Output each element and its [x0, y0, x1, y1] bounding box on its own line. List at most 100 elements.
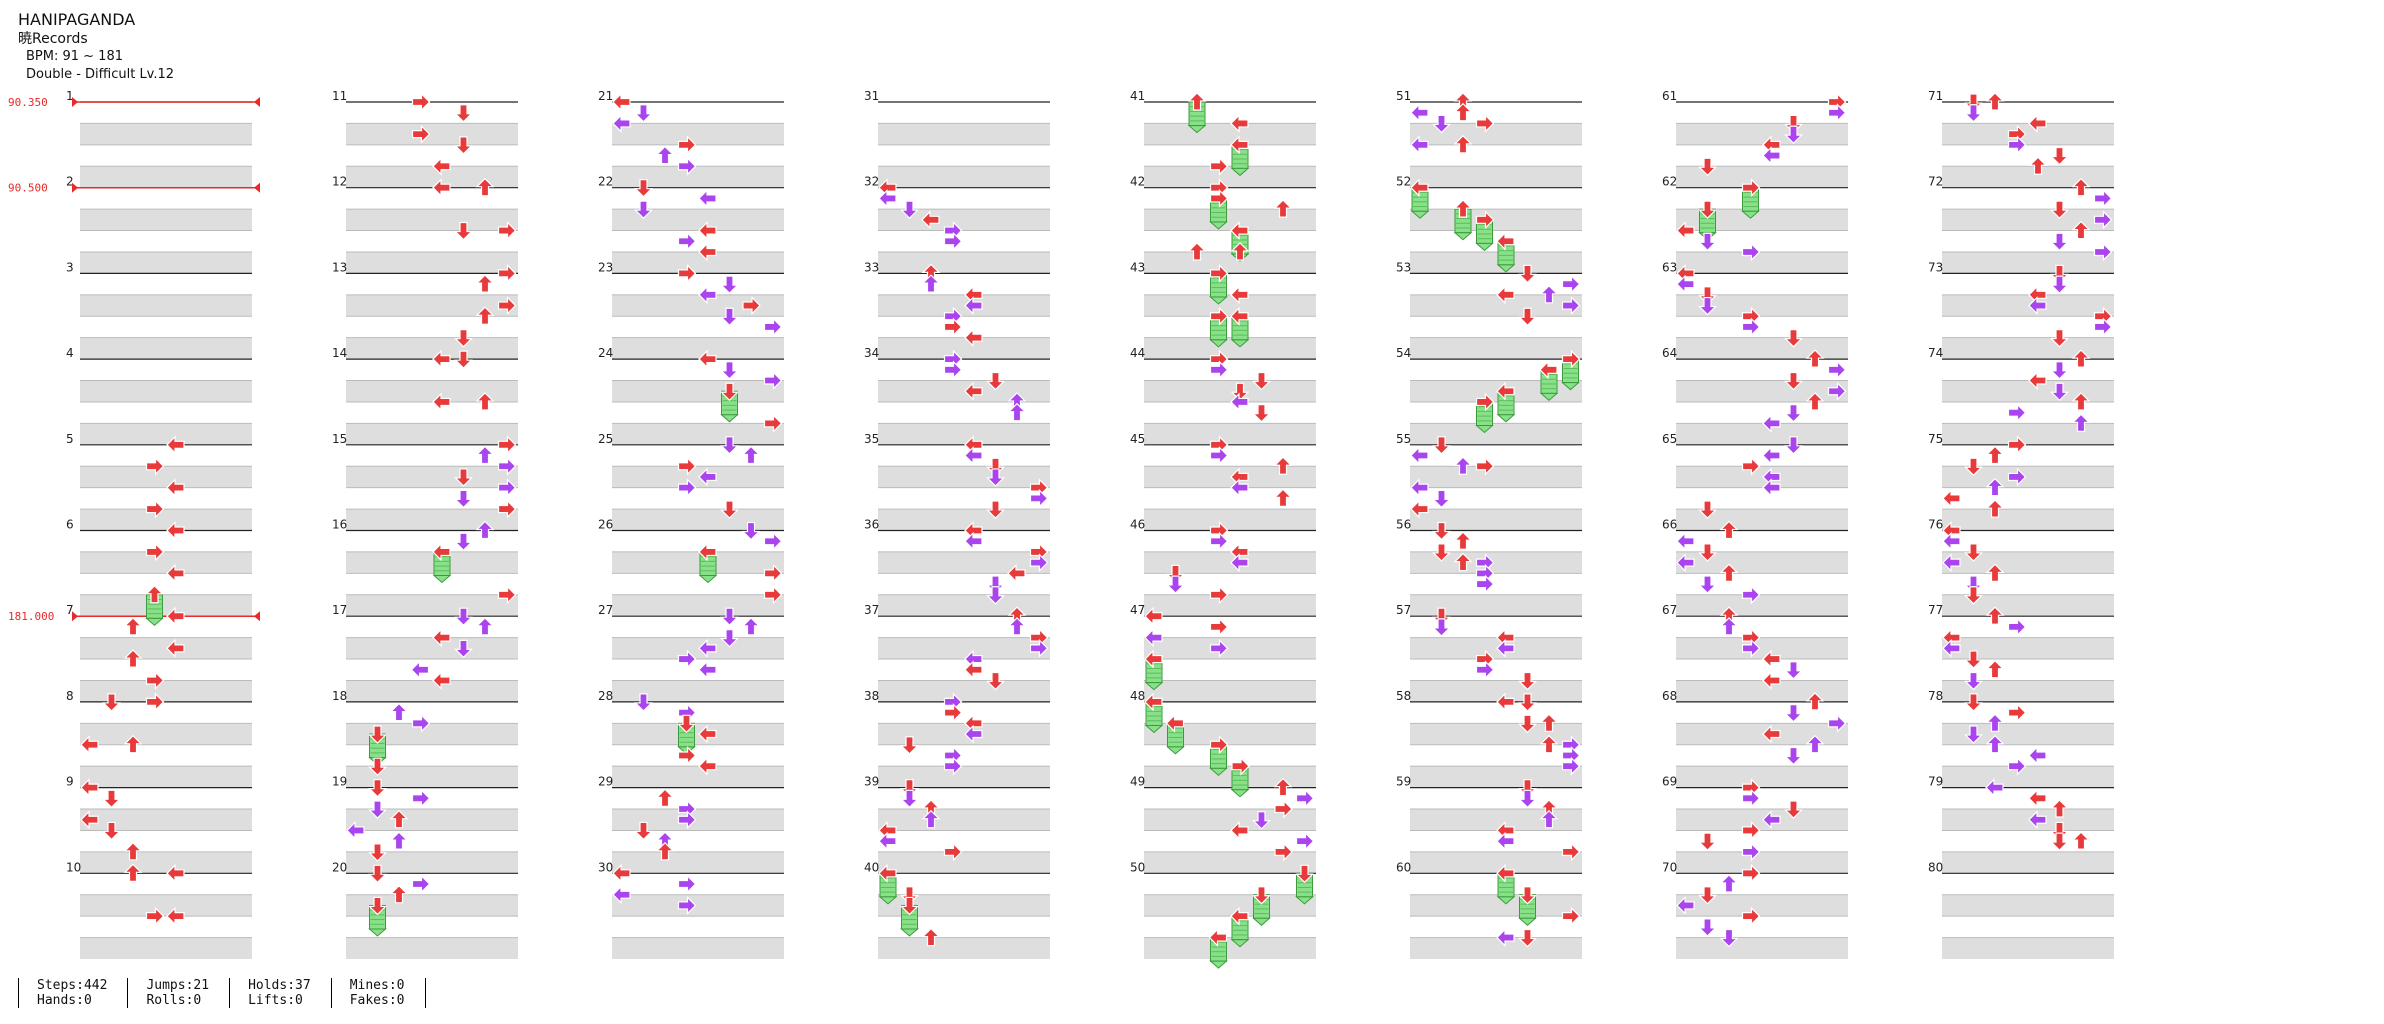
arrow-note-down-icon — [1964, 725, 1983, 744]
arrow-note-left-icon — [1208, 928, 1228, 948]
beat-row-shade — [1144, 637, 1316, 660]
beat-row-shade — [346, 423, 518, 445]
arrow-shape — [454, 468, 473, 487]
measure-number: 61 — [1662, 89, 1677, 103]
arrow-note-down-icon — [102, 789, 121, 809]
beat-row-shade — [1942, 551, 2114, 574]
arrow-note-down-icon — [1698, 200, 1717, 219]
arrow-note-left-icon — [1539, 360, 1558, 380]
arrow-shape — [2007, 135, 2027, 155]
arrow-shape — [1561, 274, 1581, 294]
arrow-shape — [145, 456, 165, 476]
arrow-note-down-icon — [1964, 671, 1983, 691]
arrow-note-down-icon — [720, 607, 739, 627]
arrow-shape — [432, 392, 451, 412]
arrow-shape — [1784, 436, 1803, 455]
arrow-shape — [368, 864, 387, 884]
arrow-note-down-icon — [454, 639, 473, 659]
measure-number: 20 — [332, 860, 347, 874]
arrow-note-left-icon — [1762, 446, 1781, 465]
arrow-note-up-icon — [1453, 135, 1473, 154]
beat-row-shade — [878, 423, 1050, 445]
arrow-shape — [1741, 242, 1761, 262]
arrow-note-right-icon — [1209, 531, 1229, 551]
arrow-shape — [1144, 692, 1163, 712]
measure-number: 56 — [1396, 518, 1411, 532]
arrow-note-left-icon — [1230, 306, 1249, 326]
arrow-shape — [1985, 659, 2005, 679]
arrow-shape — [411, 874, 431, 894]
arrow-shape — [763, 531, 783, 551]
arrow-shape — [1230, 306, 1249, 326]
arrow-note-left-icon — [1230, 478, 1249, 498]
arrow-note-left-icon — [921, 210, 940, 230]
arrow-note-left-icon — [1410, 446, 1429, 465]
measure-number: 79 — [1928, 775, 1943, 789]
measure-number: 52 — [1396, 175, 1411, 189]
arrow-shape — [698, 221, 717, 240]
arrow-shape — [497, 263, 517, 283]
arrow-note-right-icon — [1295, 831, 1315, 851]
beat-row-shade — [80, 294, 252, 317]
arrow-note-left-icon — [698, 660, 717, 680]
arrow-shape — [1518, 307, 1537, 327]
hold-end — [432, 574, 452, 584]
arrow-shape — [677, 714, 696, 734]
arrow-shape — [1496, 863, 1515, 883]
arrow-note-left-icon — [1144, 692, 1163, 712]
arrow-note-right-icon — [497, 221, 517, 240]
arrow-shape — [1252, 886, 1271, 905]
arrow-note-up-icon — [475, 520, 495, 540]
arrow-note-down-icon — [900, 789, 919, 809]
arrow-shape — [1698, 232, 1717, 252]
beat-row-shade — [1410, 466, 1582, 488]
measure-number: 27 — [598, 603, 613, 617]
arrow-note-left-icon — [1230, 221, 1249, 240]
arrow-shape — [2028, 371, 2047, 390]
arrow-shape — [1410, 499, 1429, 519]
arrow-shape — [1561, 842, 1581, 862]
beat-row-shade — [878, 551, 1050, 574]
measure-number: 6 — [66, 518, 74, 532]
arrow-shape — [2050, 146, 2069, 166]
arrow-shape — [1209, 617, 1229, 637]
beat-row-shade — [612, 894, 784, 917]
arrow-shape — [1964, 586, 1983, 605]
arrow-shape — [634, 200, 653, 219]
arrow-shape — [2071, 349, 2091, 368]
beat-row-shade — [346, 123, 518, 145]
measure-number: 67 — [1662, 603, 1677, 617]
arrow-note-up-icon — [475, 306, 495, 325]
arrow-note-right-icon — [411, 124, 431, 144]
arrow-shape — [763, 585, 783, 605]
beat-row-shade — [878, 723, 1050, 745]
measure-number: 42 — [1130, 175, 1145, 189]
arrow-shape — [677, 810, 697, 830]
beat-row-shade — [1676, 209, 1848, 231]
arrow-note-up-icon — [1805, 392, 1825, 411]
arrow-shape — [1698, 575, 1717, 594]
arrow-shape — [475, 520, 495, 540]
arrow-shape — [145, 906, 165, 926]
arrow-shape — [1496, 231, 1515, 251]
arrow-shape — [1518, 928, 1537, 948]
beat-row-shade — [1676, 637, 1848, 660]
arrow-note-up-icon — [1453, 102, 1473, 122]
arrow-shape — [1827, 713, 1847, 733]
arrow-shape — [1165, 713, 1185, 733]
measure-number: 65 — [1662, 432, 1677, 446]
arrow-note-left-icon — [1230, 113, 1249, 133]
arrow-shape — [1784, 661, 1803, 680]
arrow-shape — [411, 92, 431, 112]
arrow-shape — [410, 660, 430, 680]
arrow-note-left-icon — [964, 660, 983, 680]
beat-row-shade — [878, 851, 1050, 874]
arrow-shape — [1144, 628, 1163, 648]
beat-row-shade — [1410, 766, 1582, 788]
arrow-shape — [1676, 531, 1695, 551]
arrow-note-right-icon — [497, 585, 517, 605]
beat-row-shade — [612, 466, 784, 488]
arrow-shape — [2050, 799, 2069, 818]
arrow-shape — [900, 736, 919, 755]
arrow-shape — [1518, 693, 1537, 712]
